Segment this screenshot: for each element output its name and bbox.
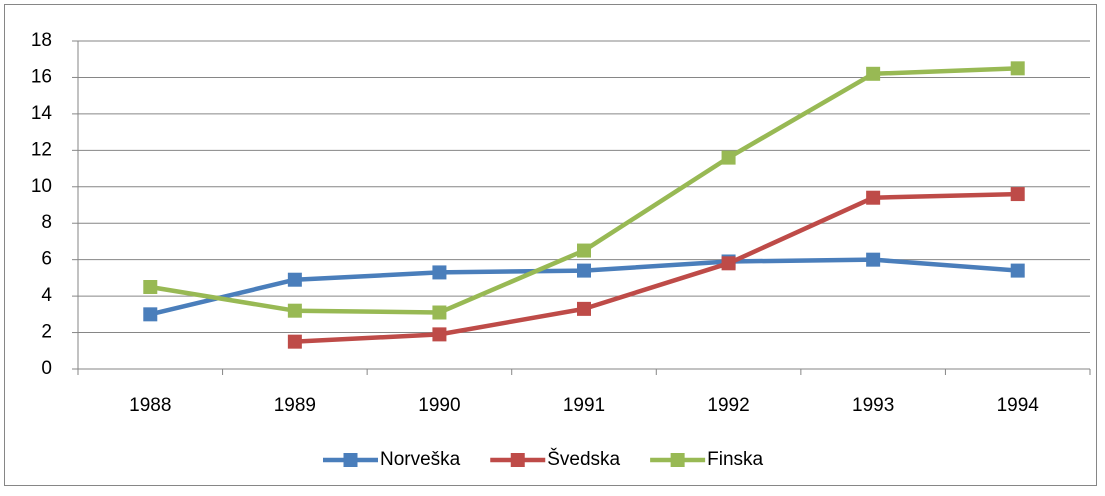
chart-frame — [4, 4, 1097, 486]
x-tick-label: 1991 — [563, 395, 605, 416]
marker — [577, 263, 591, 278]
marker — [577, 301, 591, 316]
legend-marker — [343, 453, 358, 467]
y-tick-label: 14 — [31, 103, 53, 124]
y-tick-label: 18 — [31, 30, 52, 51]
legend-marker — [510, 453, 525, 467]
y-tick-label: 8 — [41, 212, 52, 233]
marker — [287, 303, 302, 318]
marker — [866, 190, 881, 205]
x-tick-label: 1993 — [852, 395, 894, 416]
marker — [866, 252, 881, 267]
marker — [432, 265, 447, 280]
legend-marker — [670, 453, 685, 467]
y-tick-label: 0 — [41, 358, 52, 379]
marker — [721, 150, 736, 165]
marker — [721, 256, 736, 271]
y-tick-label: 6 — [41, 249, 52, 270]
x-tick-label: 1988 — [129, 395, 171, 416]
y-tick-label: 16 — [31, 66, 52, 87]
marker — [577, 243, 591, 258]
legend-label: Finska — [707, 449, 763, 470]
marker — [287, 272, 302, 287]
marker — [143, 280, 158, 294]
marker — [1010, 187, 1025, 202]
y-tick-label: 4 — [41, 285, 52, 306]
x-tick-label: 1990 — [418, 395, 460, 416]
x-tick-label: 1989 — [274, 395, 316, 416]
x-tick-label: 1994 — [997, 395, 1040, 416]
series-line — [294, 191, 1018, 344]
y-tick-label: 10 — [31, 176, 52, 197]
y-tick-label: 2 — [41, 322, 52, 343]
marker — [432, 327, 447, 342]
marker — [143, 307, 158, 322]
y-tick-label: 12 — [31, 139, 52, 160]
marker — [287, 334, 302, 349]
marker — [432, 305, 447, 320]
x-tick-label: 1992 — [707, 395, 749, 416]
marker — [1010, 61, 1025, 76]
legend-label: Švedska — [547, 448, 620, 470]
marker — [866, 66, 881, 81]
marker — [1010, 263, 1025, 278]
legend-label: Norveška — [380, 449, 461, 470]
